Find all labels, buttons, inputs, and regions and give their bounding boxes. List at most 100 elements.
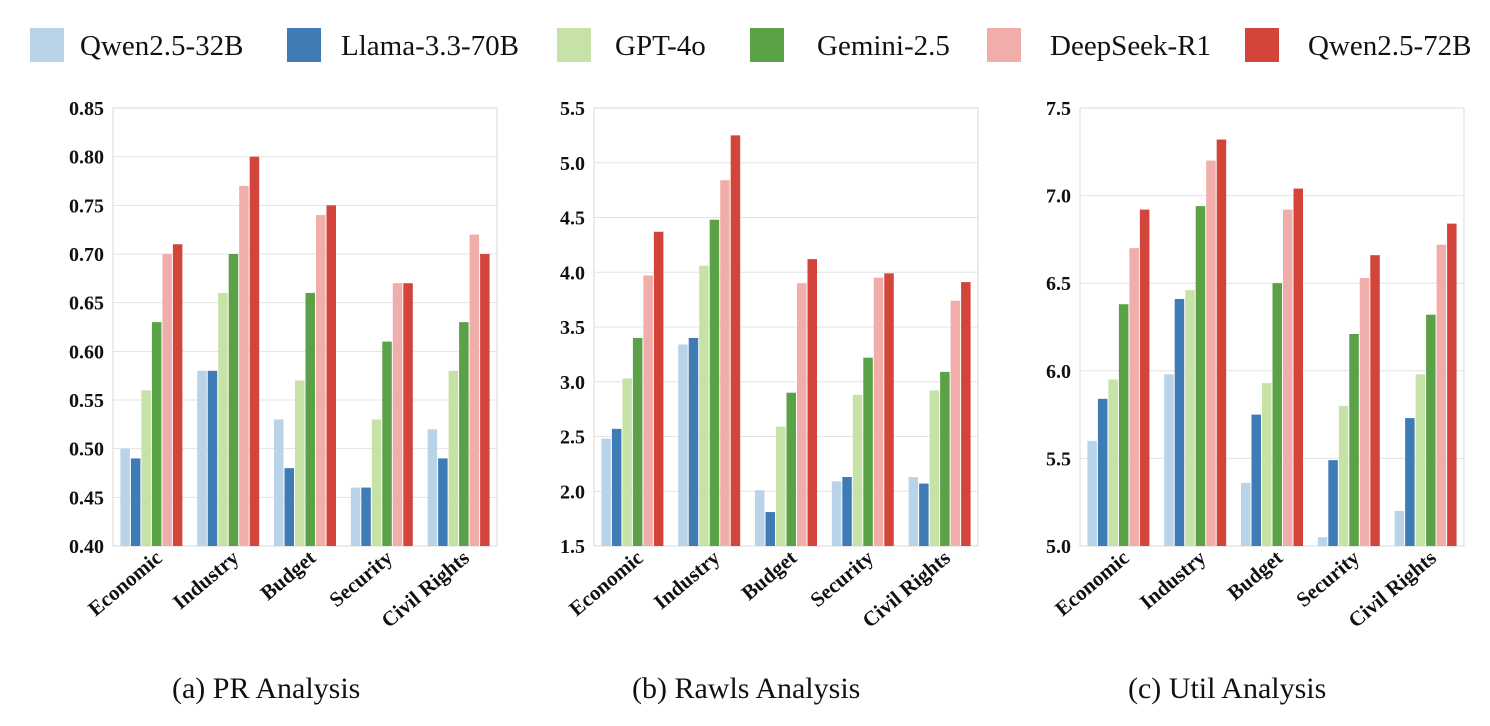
bar-deepseek-r1-security <box>873 277 884 546</box>
legend-item-llama-3-3-70b: Llama-3.3-70B <box>287 28 519 62</box>
bar-gemini-2-5-security <box>382 341 392 546</box>
x-tick-label-industry: Industry <box>649 545 725 614</box>
legend-label-qwen2-5-32b: Qwen2.5-32B <box>80 30 244 62</box>
bar-qwen2-5-72b-budget <box>1293 188 1303 547</box>
y-tick-label: 0.45 <box>69 487 104 509</box>
bar-qwen2-5-72b-security <box>1370 255 1380 546</box>
caption-pr: (a) PR Analysis <box>172 672 361 705</box>
y-tick-label: 0.40 <box>69 536 104 558</box>
bar-qwen2-5-72b-civil-rights <box>961 282 971 546</box>
bar-gpt-4o-economic <box>622 378 632 546</box>
bar-qwen2-5-72b-industry <box>1216 139 1227 546</box>
bar-deepseek-r1-civil-rights <box>950 300 961 546</box>
bar-llama-3-3-70b-budget <box>1251 414 1262 546</box>
bar-gpt-4o-budget <box>295 380 305 546</box>
legend-label-gemini-2-5: Gemini-2.5 <box>817 30 950 62</box>
y-tick-label: 6.5 <box>1046 273 1071 295</box>
bar-qwen2-5-32b-industry <box>678 344 688 546</box>
bar-gpt-4o-budget <box>776 426 786 546</box>
bar-gemini-2-5-economic <box>151 322 162 546</box>
bar-gpt-4o-civil-rights <box>929 390 940 546</box>
bar-qwen2-5-32b-security <box>1317 537 1328 546</box>
bar-gpt-4o-civil-rights <box>1415 374 1426 546</box>
bar-gpt-4o-security <box>1338 405 1349 546</box>
bar-qwen2-5-32b-economic <box>601 438 611 546</box>
bar-gpt-4o-economic <box>141 390 151 546</box>
plot-frame <box>1079 107 1465 547</box>
legend-swatch <box>287 28 321 62</box>
bar-deepseek-r1-budget <box>315 215 326 547</box>
legend-label-gpt-4o: GPT-4o <box>615 30 706 62</box>
bar-deepseek-r1-economic <box>162 254 172 546</box>
bar-qwen2-5-72b-civil-rights <box>1447 223 1457 546</box>
bar-deepseek-r1-civil-rights <box>1436 244 1447 546</box>
bar-llama-3-3-70b-security <box>361 487 371 546</box>
y-tick-label: 0.55 <box>69 390 104 412</box>
bar-deepseek-r1-civil-rights <box>469 234 480 547</box>
bar-qwen2-5-72b-economic <box>1139 209 1150 546</box>
bar-gemini-2-5-budget <box>786 392 796 546</box>
legend-item-qwen2-5-72b: Qwen2.5-72B <box>1245 28 1472 62</box>
y-tick-label: 5.0 <box>1046 536 1071 558</box>
bar-gemini-2-5-industry <box>709 219 720 546</box>
bar-llama-3-3-70b-industry <box>207 370 218 546</box>
bar-deepseek-r1-industry <box>1206 160 1216 546</box>
bar-gemini-2-5-civil-rights <box>940 371 950 546</box>
bar-deepseek-r1-industry <box>720 180 730 546</box>
y-tick-label: 2.0 <box>560 481 585 503</box>
y-tick-label: 5.5 <box>560 98 585 120</box>
bar-deepseek-r1-economic <box>643 275 653 546</box>
bar-gpt-4o-budget <box>1262 383 1272 546</box>
bar-llama-3-3-70b-industry <box>1174 298 1185 546</box>
bar-llama-3-3-70b-civil-rights <box>919 483 929 546</box>
bar-qwen2-5-32b-budget <box>1241 482 1251 546</box>
bar-qwen2-5-72b-civil-rights <box>480 254 490 546</box>
y-tick-label: 7.0 <box>1046 186 1071 208</box>
x-tick-label-security: Security <box>1291 545 1364 612</box>
x-tick-label-security: Security <box>805 545 878 612</box>
bar-llama-3-3-70b-budget <box>765 512 776 546</box>
bar-llama-3-3-70b-security <box>842 477 852 546</box>
plot-frame <box>593 107 979 547</box>
bar-gpt-4o-civil-rights <box>448 370 459 546</box>
legend-label-qwen2-5-72b: Qwen2.5-72B <box>1308 30 1472 62</box>
y-tick-label: 0.80 <box>69 147 104 169</box>
y-tick-label: 0.65 <box>69 293 104 315</box>
bar-gemini-2-5-security <box>863 357 873 546</box>
y-tick-label: 5.0 <box>560 153 585 175</box>
y-tick-label: 3.5 <box>560 317 585 339</box>
y-tick-label: 7.5 <box>1046 98 1071 120</box>
legend-swatch <box>1245 28 1279 62</box>
bar-llama-3-3-70b-economic <box>1097 398 1108 546</box>
y-tick-label: 0.50 <box>69 439 104 461</box>
bar-qwen2-5-72b-industry <box>249 156 260 546</box>
x-tick-label-budget: Budget <box>737 545 802 605</box>
y-tick-label: 3.0 <box>560 372 585 394</box>
legend-swatch <box>30 28 64 62</box>
bar-qwen2-5-72b-budget <box>807 259 817 546</box>
bar-gpt-4o-industry <box>1185 290 1195 546</box>
bar-deepseek-r1-economic <box>1129 248 1139 546</box>
bar-llama-3-3-70b-budget <box>284 468 295 546</box>
y-tick-label: 6.0 <box>1046 361 1071 383</box>
legend-item-gpt-4o: GPT-4o <box>557 28 706 62</box>
bar-deepseek-r1-security <box>1359 277 1370 546</box>
y-tick-label: 5.5 <box>1046 448 1071 470</box>
x-tick-label-industry: Industry <box>168 545 244 614</box>
bar-gpt-4o-security <box>852 394 863 546</box>
bar-deepseek-r1-budget <box>796 283 807 546</box>
x-tick-label-budget: Budget <box>256 545 321 605</box>
bar-qwen2-5-32b-security <box>350 487 361 546</box>
y-tick-label: 4.5 <box>560 208 585 230</box>
bar-llama-3-3-70b-industry <box>688 337 699 546</box>
bar-qwen2-5-32b-civil-rights <box>908 477 919 546</box>
bar-qwen2-5-72b-industry <box>730 135 741 546</box>
legend-item-qwen2-5-32b: Qwen2.5-32B <box>30 28 244 62</box>
bar-gemini-2-5-civil-rights <box>1426 314 1436 546</box>
bar-gpt-4o-economic <box>1108 379 1118 546</box>
y-tick-label: 2.5 <box>560 427 585 449</box>
caption-rawls: (b) Rawls Analysis <box>632 672 861 705</box>
bar-qwen2-5-32b-industry <box>197 370 207 546</box>
bar-gpt-4o-security <box>371 419 382 546</box>
